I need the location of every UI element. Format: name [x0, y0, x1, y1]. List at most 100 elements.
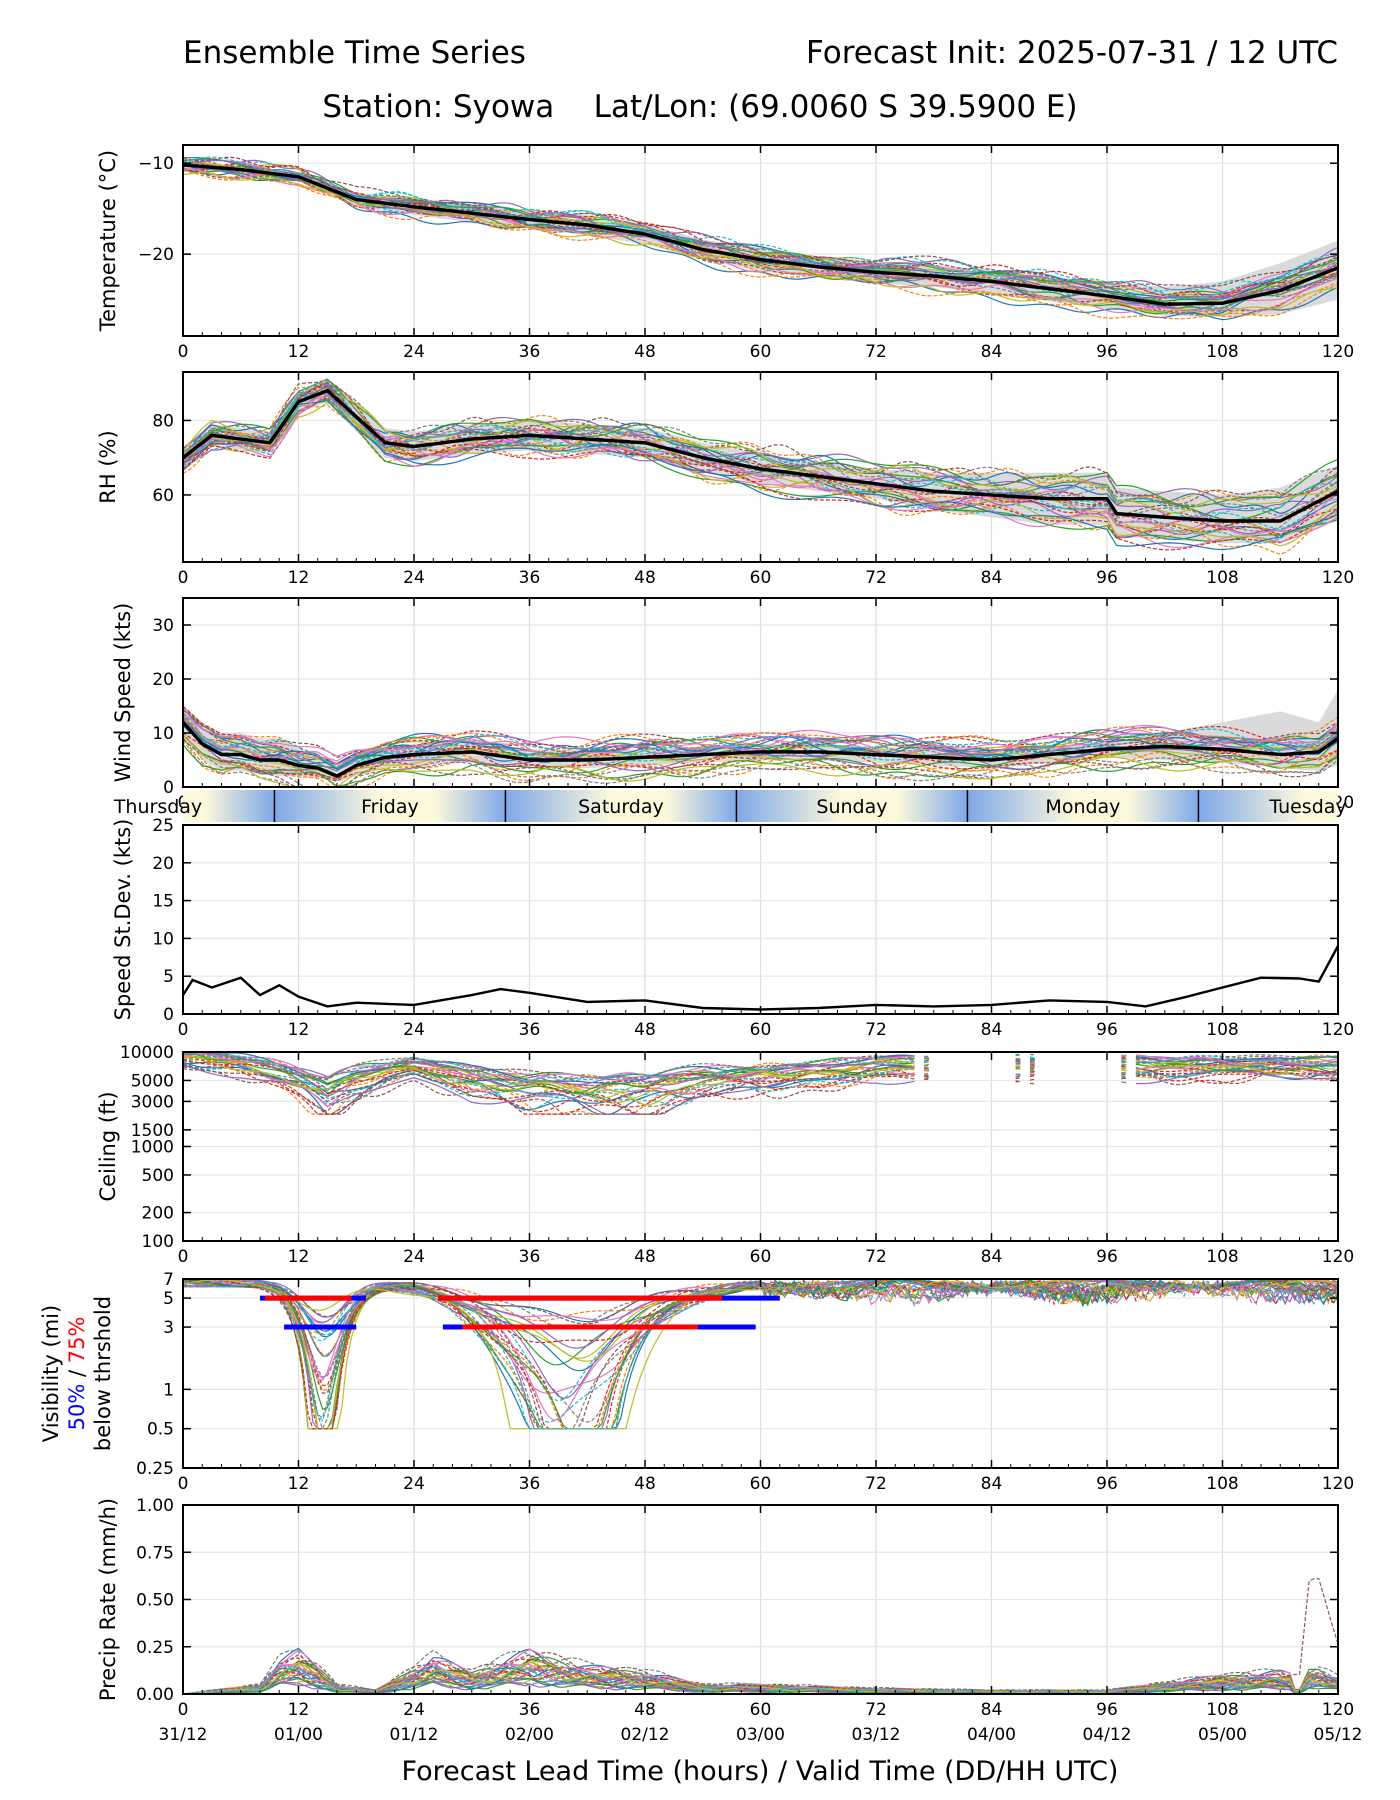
- x-tick-label: 72: [865, 1700, 887, 1720]
- member-line: [183, 1279, 1338, 1430]
- y-tick-label: 7: [163, 1270, 174, 1290]
- plot-area: [183, 1052, 1338, 1115]
- x-tick-label: 60: [750, 1247, 772, 1267]
- x-tick-label: 96: [1096, 1247, 1118, 1267]
- member-line: [1029, 1075, 1035, 1077]
- panel-visibility: 0.25 0.5 1 3 57 0 12 24 36 48 60 72 84 96 108 120 Visibi…: [39, 1270, 1354, 1494]
- member-line: [1029, 1059, 1035, 1061]
- x-tick-label: 24: [403, 568, 425, 588]
- member-line: [183, 389, 1338, 522]
- member-line: [183, 161, 1338, 299]
- x-tick-label: 48: [634, 342, 656, 362]
- member-line: [183, 398, 1338, 542]
- valid-time-label: 05/00: [1198, 1725, 1247, 1745]
- x-tick-label: 48: [634, 1020, 656, 1040]
- x-tick-label: 24: [403, 1247, 425, 1267]
- valid-time-label: 03/00: [736, 1725, 785, 1745]
- member-line: [923, 1063, 930, 1067]
- y-axis-label: Temperature (°C): [96, 150, 120, 332]
- visibility-ylabel: Visibility (mi) 50% / 75% below thrshold: [39, 1296, 115, 1451]
- y-tick-label: 0.25: [136, 1638, 174, 1658]
- x-tick-label: 24: [403, 342, 425, 362]
- x-tick-label: 72: [865, 1474, 887, 1494]
- member-line: [183, 734, 1338, 787]
- member-line: [183, 1058, 915, 1100]
- x-tick-label: 36: [519, 1020, 541, 1040]
- day-label: Sunday: [816, 796, 887, 818]
- x-tick-label: 96: [1096, 1700, 1118, 1720]
- x-tick-label: 36: [519, 1247, 541, 1267]
- x-tick-label: 24: [403, 1020, 425, 1040]
- x-tick-label: 60: [750, 1020, 772, 1040]
- x-tick-label: 72: [865, 1247, 887, 1267]
- member-line: [1015, 1077, 1021, 1080]
- x-tick-label: 84: [981, 1020, 1003, 1040]
- plot-area: [183, 945, 1338, 1011]
- member-line: [924, 1076, 929, 1078]
- panel-speed_sd: 0 5 10 15 20 25 0 12 24 36 48 60 72 84 96 108 120 Speed S…: [111, 816, 1354, 1040]
- member-line: [183, 739, 1338, 787]
- member-line: [1029, 1056, 1035, 1059]
- y-axis-label: Visibility (mi): [39, 1305, 63, 1442]
- y-axis-label: Precip Rate (mm/h): [96, 1498, 120, 1701]
- member-line: [1135, 1061, 1338, 1076]
- x-tick-label: 96: [1096, 568, 1118, 588]
- y-tick-label: 25: [152, 816, 174, 836]
- plot-area: [183, 689, 1338, 787]
- member-line: [923, 1056, 930, 1059]
- member-line: [183, 1068, 915, 1115]
- member-line: [1135, 1054, 1338, 1063]
- panel-precip: 0.00 0.25 0.50 0.75 1.00 0 12 24 36 48 60 72 84 96 108…: [96, 1496, 1354, 1720]
- valid-time-label: 05/12: [1314, 1725, 1363, 1745]
- member-line: [183, 400, 1338, 551]
- x-tick-label: 108: [1206, 568, 1238, 588]
- x-tick-label: 0: [178, 342, 189, 362]
- member-line: [183, 403, 1338, 555]
- y-tick-label: 5: [163, 1289, 174, 1309]
- y-axis-label: RH (%): [96, 430, 120, 503]
- member-line: [183, 1279, 1338, 1394]
- member-line: [923, 1069, 930, 1072]
- member-line: [183, 390, 1338, 536]
- y-tick-label: 3000: [131, 1092, 174, 1112]
- day-segment: [183, 790, 275, 822]
- y-tick-label: 15: [152, 892, 174, 912]
- ensemble-mean-line: [183, 163, 1338, 306]
- y-tick-label: 0.00: [136, 1685, 174, 1705]
- y-tick-label: 0: [163, 1005, 174, 1025]
- member-line: [183, 707, 1338, 759]
- member-line: [183, 709, 1338, 770]
- x-tick-label: 96: [1096, 342, 1118, 362]
- figure-title: Ensemble Time Series: [183, 35, 526, 71]
- y-tick-label: 20: [152, 854, 174, 874]
- x-tick-label: 36: [519, 1474, 541, 1494]
- x-tick-label: 12: [288, 1020, 310, 1040]
- y-tick-label: 500: [142, 1166, 174, 1186]
- member-line: [183, 1654, 1338, 1694]
- x-tick-label: 108: [1206, 1247, 1238, 1267]
- valid-time-label: 03/12: [852, 1725, 901, 1745]
- x-tick-label: 48: [634, 568, 656, 588]
- y-tick-label: 1500: [131, 1121, 174, 1141]
- y-axis-label: Ceiling (ft): [96, 1091, 120, 1201]
- member-line: [183, 163, 1338, 288]
- x-tick-label: 60: [750, 1700, 772, 1720]
- member-line: [183, 1052, 915, 1087]
- member-line: [1015, 1075, 1021, 1078]
- member-line: [923, 1061, 930, 1064]
- member-line: [183, 731, 1338, 787]
- x-tick-label: 0: [178, 1474, 189, 1494]
- x-tick-label: 96: [1096, 1020, 1118, 1040]
- member-line: [1135, 1071, 1338, 1086]
- x-tick-label: 108: [1206, 1474, 1238, 1494]
- valid-time-label: 04/00: [967, 1725, 1016, 1745]
- y-tick-label: 1: [163, 1380, 174, 1400]
- day-label: Monday: [1045, 796, 1120, 818]
- y-tick-label: 30: [152, 616, 174, 636]
- x-tick-label: 48: [634, 1474, 656, 1494]
- ensemble-mean-line: [183, 721, 1338, 779]
- y-axis-label: Speed St.Dev. (kts): [111, 819, 135, 1021]
- x-tick-label: 0: [178, 568, 189, 588]
